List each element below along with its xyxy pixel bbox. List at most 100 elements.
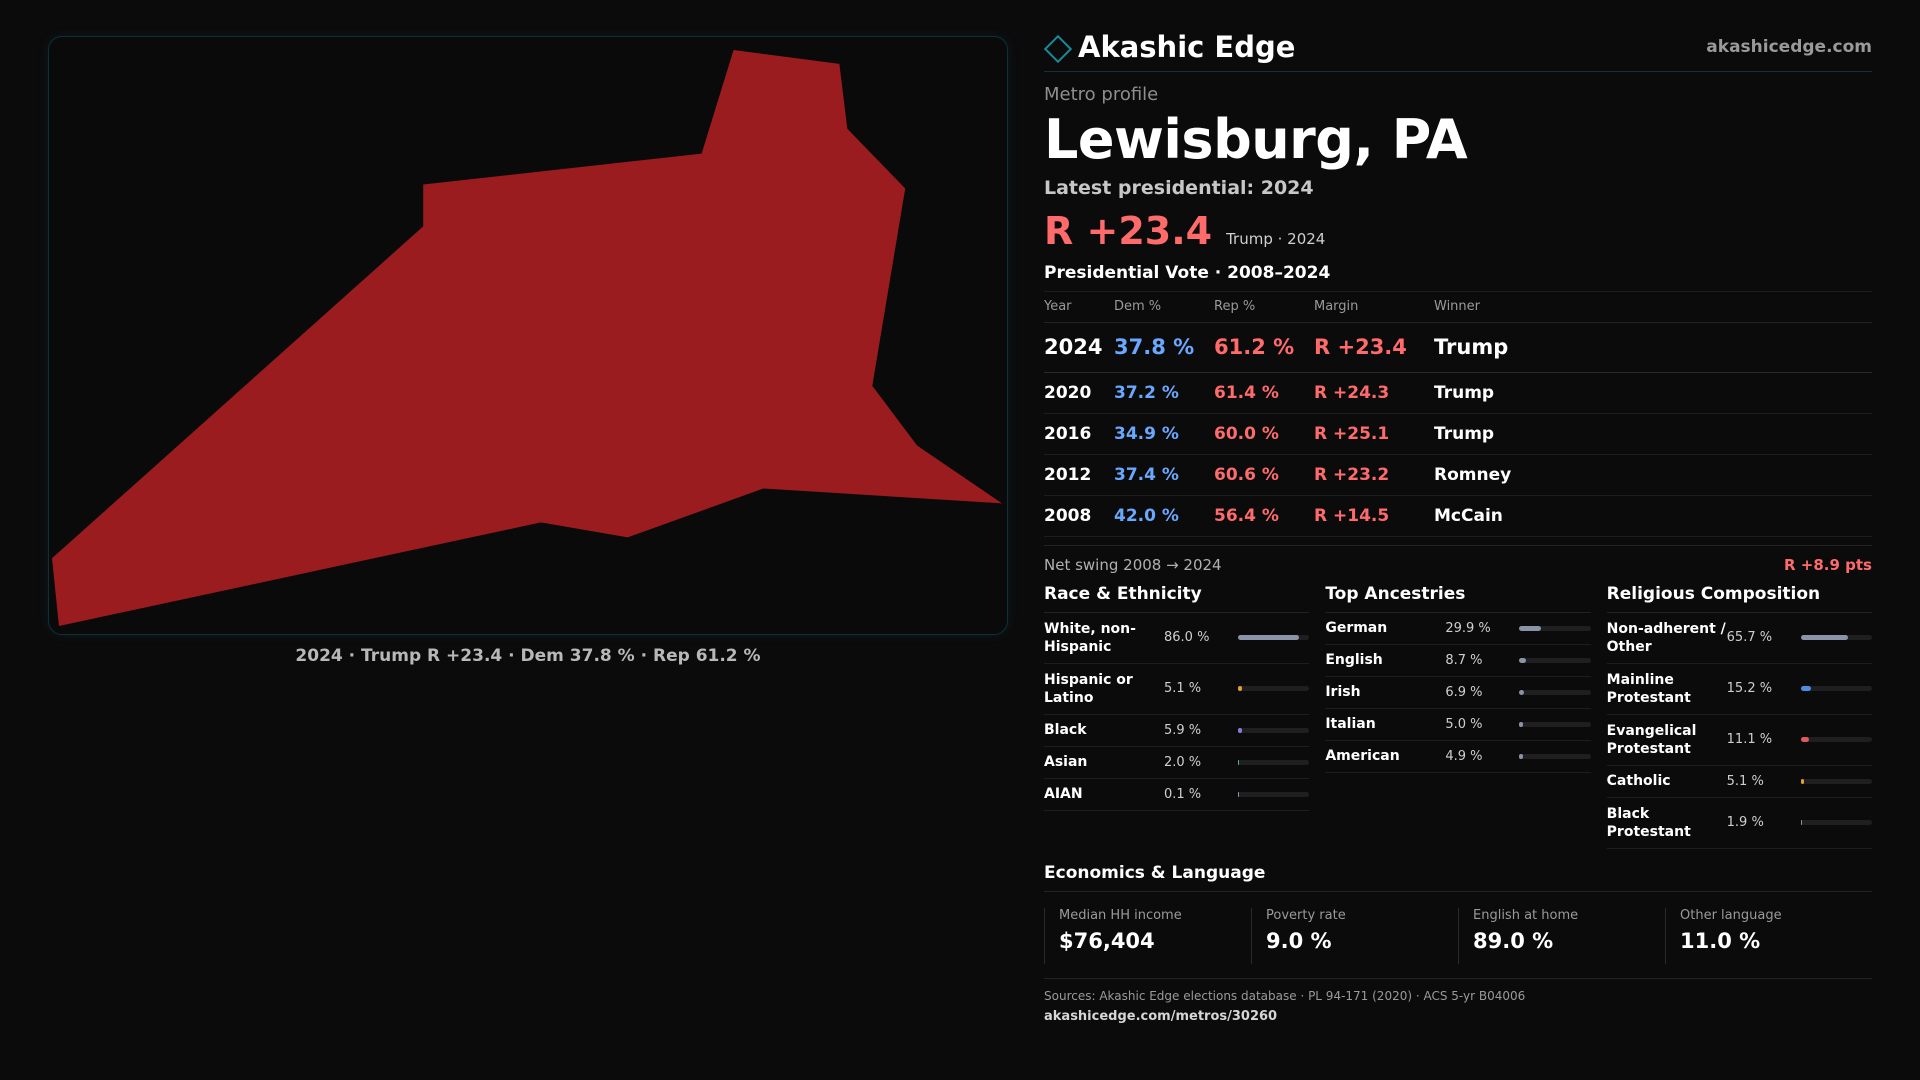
stat-bar-fill	[1800, 737, 1809, 742]
stat-value: 5.1 %	[1726, 773, 1764, 789]
stat-value: 89.0 %	[1473, 928, 1554, 953]
stat-bar	[1800, 686, 1872, 691]
stat-bar-fill	[1800, 686, 1812, 691]
stat-bar	[1519, 625, 1591, 631]
sources-note: Sources: Akashic Edge elections database…	[1044, 977, 1872, 1003]
cell-winner: Trump	[1434, 372, 1872, 414]
stat-name: Black Protestant	[1606, 805, 1691, 840]
section-title: Religious Composition	[1606, 584, 1872, 613]
vote-table-title: Presidential Vote · 2008–2024	[1044, 263, 1872, 292]
stat-bar-fill	[1519, 753, 1523, 759]
stat-other-language: Other language 11.0 %	[1665, 907, 1872, 964]
brand-name: Akashic Edge	[1078, 29, 1296, 64]
metro-shape[interactable]	[51, 49, 1003, 627]
cell-margin: R +25.1	[1314, 413, 1434, 455]
stat-value: 9.0 %	[1266, 928, 1332, 953]
stat-row: Mainline Protestant 15.2 %	[1606, 664, 1872, 715]
religion-section: Religious Composition Non-adherent / Oth…	[1606, 584, 1872, 849]
stat-name: English	[1325, 652, 1383, 668]
metro-map[interactable]	[48, 36, 1008, 635]
cell-winner: McCain	[1434, 495, 1872, 537]
stat-bar	[1519, 657, 1591, 663]
metro-permalink[interactable]: akashicedge.com/metros/30260	[1044, 1008, 1278, 1024]
stat-name: German	[1325, 620, 1388, 636]
stat-label: Median HH income	[1059, 907, 1182, 923]
table-row: 2012 37.4 % 60.6 % R +23.2 Romney	[1044, 454, 1872, 496]
stat-bar	[1800, 820, 1872, 825]
cell-margin: R +23.2	[1314, 454, 1434, 496]
cell-margin: R +14.5	[1314, 495, 1434, 537]
stat-label: English at home	[1473, 907, 1579, 923]
demographics: Race & Ethnicity White, non-Hispanic 86.0…	[1044, 584, 1872, 849]
stat-bar	[1800, 635, 1872, 640]
stat-list: Non-adherent / Other 65.7 % Mainline Prote…	[1606, 613, 1872, 849]
stat-poverty-rate: Poverty rate 9.0 %	[1251, 907, 1458, 964]
net-swing-label: Net swing 2008 → 2024	[1044, 555, 1222, 574]
stat-value: 29.9 %	[1445, 620, 1491, 636]
stat-value: 4.9 %	[1445, 748, 1483, 764]
stat-bar-fill	[1519, 689, 1525, 695]
stat-bar-fill	[1238, 759, 1240, 765]
stat-row: Hispanic or Latino 5.1 %	[1044, 664, 1310, 715]
section-title: Race & Ethnicity	[1044, 584, 1310, 613]
vote-table: Year Dem % Rep % Margin Winner 2024 37.8…	[1044, 292, 1872, 537]
stat-name: Asian	[1044, 754, 1088, 770]
stat-name: Black	[1044, 722, 1087, 738]
economics-title: Economics & Language	[1044, 863, 1872, 892]
stat-name: Hispanic or Latino	[1044, 671, 1133, 706]
stat-bar-fill	[1238, 727, 1243, 733]
stat-value: 6.9 %	[1445, 684, 1483, 700]
stat-row: Black Protestant 1.9 %	[1606, 798, 1872, 849]
col-margin: Margin	[1314, 292, 1434, 323]
stat-bar-fill	[1519, 721, 1523, 727]
stat-row: Evangelical Protestant 11.1 %	[1606, 715, 1872, 766]
stat-row: English 8.7 %	[1325, 645, 1591, 677]
table-row: 2024 37.8 % 61.2 % R +23.4 Trump	[1044, 322, 1872, 373]
stat-name: Non-adherent / Other	[1606, 620, 1726, 655]
cell-year: 2016	[1044, 413, 1114, 455]
cell-dem: 37.2 %	[1114, 372, 1214, 414]
stat-english-at-home: English at home 89.0 %	[1458, 907, 1665, 964]
stat-value: $76,404	[1059, 928, 1155, 953]
stat-row: American 4.9 %	[1325, 741, 1591, 773]
cell-year: 2024	[1044, 322, 1114, 373]
cell-rep: 61.4 %	[1214, 372, 1314, 414]
stat-row: Asian 2.0 %	[1044, 747, 1310, 779]
stat-bar	[1800, 778, 1872, 784]
section-title: Top Ancestries	[1325, 584, 1591, 613]
stat-bar-fill	[1238, 791, 1240, 797]
stat-value: 2.0 %	[1164, 754, 1202, 770]
stat-row: Catholic 5.1 %	[1606, 766, 1872, 798]
cell-dem: 42.0 %	[1114, 495, 1214, 537]
cell-year: 2012	[1044, 454, 1114, 496]
cell-year: 2020	[1044, 372, 1114, 414]
stat-list: German 29.9 % English 8.7 % Irish 6.9 % Italia…	[1325, 613, 1591, 773]
stat-bar	[1238, 727, 1310, 733]
stat-bar	[1238, 759, 1310, 765]
stat-median-income: Median HH income $76,404	[1044, 907, 1251, 964]
stat-list: White, non-Hispanic 86.0 % Hispanic or Lat…	[1044, 613, 1310, 811]
eyebrow: Metro profile	[1044, 84, 1159, 105]
brand[interactable]: Akashic Edge	[1043, 29, 1296, 64]
stat-bar-fill	[1800, 778, 1805, 784]
brand-url-link[interactable]: akashicedge.com	[1706, 36, 1872, 57]
ancestries-section: Top Ancestries German 29.9 % English 8.7 % I…	[1325, 584, 1591, 849]
col-rep: Rep %	[1214, 292, 1314, 323]
stat-bar	[1519, 721, 1591, 727]
stat-row: German 29.9 %	[1325, 613, 1591, 645]
stat-value: 8.7 %	[1445, 652, 1483, 668]
headline-margin: R +23.4 Trump · 2024	[1044, 209, 1872, 253]
col-year: Year	[1044, 292, 1114, 323]
stat-bar-fill	[1800, 820, 1802, 825]
stat-bar	[1238, 635, 1310, 640]
cell-rep: 60.0 %	[1214, 413, 1314, 455]
cell-winner: Trump	[1434, 322, 1872, 373]
stat-name: White, non-Hispanic	[1044, 620, 1136, 655]
cell-rep: 60.6 %	[1214, 454, 1314, 496]
stat-value: 15.2 %	[1726, 681, 1773, 696]
headline-margin-sub: Trump · 2024	[1226, 230, 1326, 248]
stat-row: AIAN 0.1 %	[1044, 779, 1310, 811]
stat-bar	[1519, 753, 1591, 759]
economics-stats: Median HH income $76,404 Poverty rate 9.…	[1044, 907, 1872, 964]
stat-bar-fill	[1800, 635, 1848, 640]
